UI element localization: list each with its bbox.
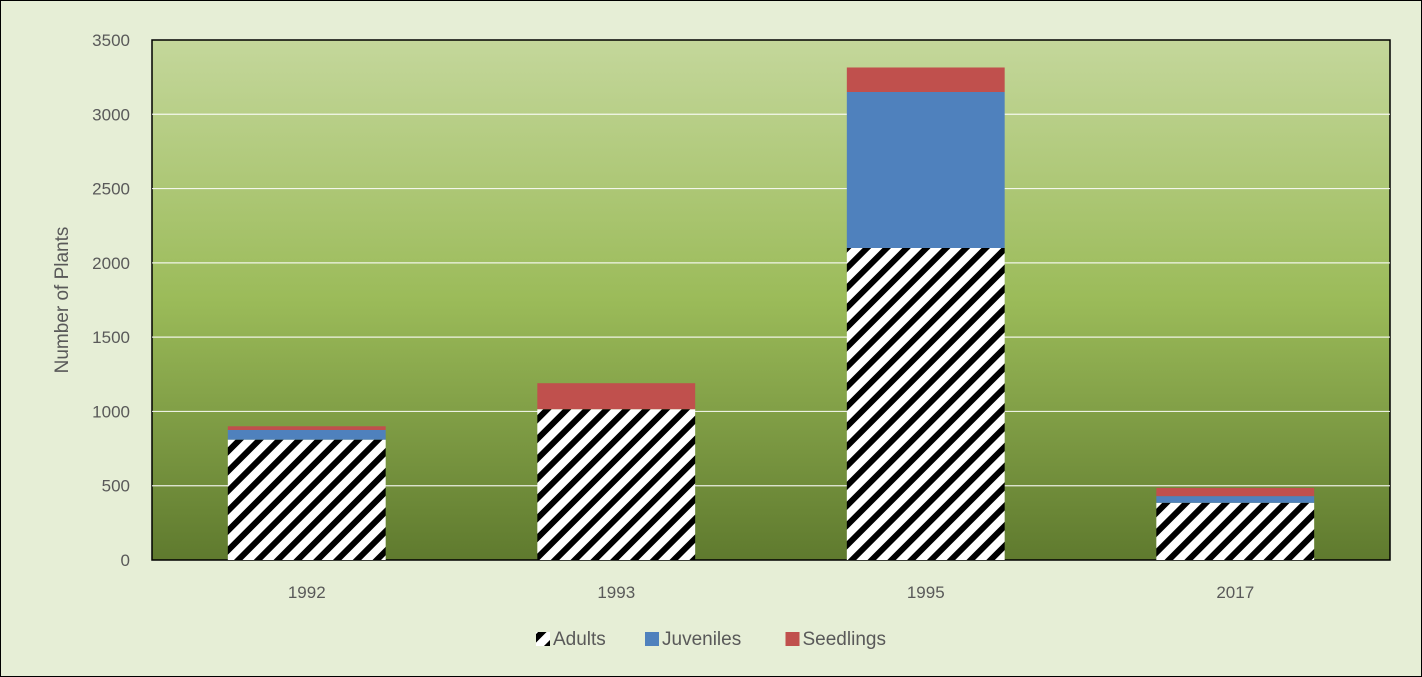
legend-label-adults: Adults [553, 629, 606, 650]
y-tick-label: 2000 [92, 254, 130, 273]
bar-adults-1993 [537, 409, 696, 560]
y-tick-labels: 0 500 1000 1500 2000 2500 3000 3500 [92, 31, 130, 570]
legend-swatch-seedlings [785, 632, 800, 646]
legend-swatch-adults [536, 632, 550, 646]
y-tick-label: 3500 [92, 31, 130, 50]
y-tick-label: 1000 [92, 402, 130, 421]
legend-swatch-juveniles [645, 632, 659, 646]
bar-juveniles-2017 [1156, 496, 1315, 503]
legend-label-seedlings: Seedlings [803, 629, 886, 650]
y-tick-label: 500 [102, 477, 130, 496]
legend: Adults Juveniles Seedlings [536, 629, 886, 650]
legend-label-juveniles: Juveniles [662, 629, 741, 650]
bar-juveniles-1992 [227, 430, 386, 440]
bar-seedlings-1993 [537, 383, 696, 410]
bar-adults-2017 [1156, 502, 1315, 560]
x-tick-label: 1995 [907, 583, 945, 602]
y-tick-label: 3000 [92, 105, 130, 124]
x-tick-label: 1993 [597, 583, 635, 602]
x-tick-labels: 1992 1993 1995 2017 [288, 583, 1254, 602]
y-tick-label: 1500 [92, 328, 130, 347]
y-tick-label: 0 [121, 551, 130, 570]
x-tick-label: 1992 [288, 583, 326, 602]
bar-seedlings-2017 [1156, 487, 1315, 497]
y-axis-title: Number of Plants [52, 227, 73, 374]
bars [227, 67, 1315, 560]
y-tick-label: 2500 [92, 180, 130, 199]
bar-seedlings-1992 [227, 426, 386, 430]
bar-adults-1995 [846, 248, 1005, 560]
bar-seedlings-1995 [846, 67, 1005, 92]
x-tick-label: 2017 [1216, 583, 1254, 602]
bar-adults-1992 [227, 439, 386, 560]
bar-juveniles-1995 [846, 92, 1005, 248]
